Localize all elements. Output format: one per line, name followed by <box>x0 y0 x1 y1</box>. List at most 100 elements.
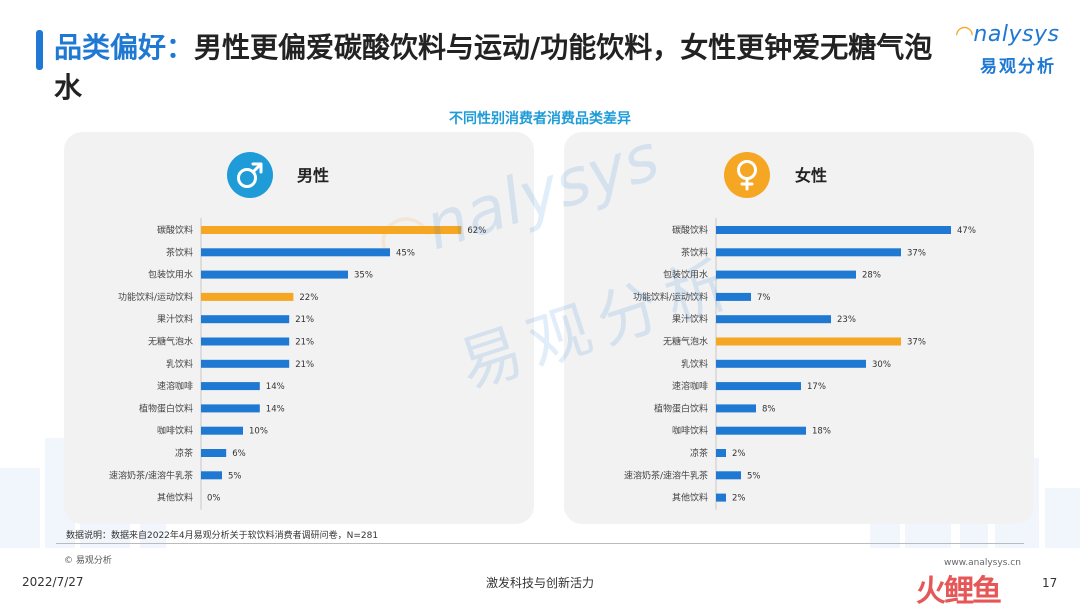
female-value-label: 7% <box>757 293 771 303</box>
title-accent-bar <box>36 30 43 70</box>
male-category-label: 功能饮料/运动饮料 <box>118 291 193 303</box>
male-category-label: 咖啡饮料 <box>157 425 193 437</box>
female-panel: 女性 碳酸饮料 47% 茶饮料 37% 包装饮用水 28% 功能饮料/运动饮料 7% 果汁饮料 2… <box>564 132 1034 524</box>
female-bar <box>716 270 856 279</box>
male-bar <box>201 248 390 257</box>
female-value-label: 37% <box>907 338 926 348</box>
female-value-label: 30% <box>872 360 891 370</box>
female-bar <box>716 315 831 324</box>
male-bar <box>201 449 227 457</box>
male-value-label: 14% <box>266 404 285 414</box>
female-category-label: 包装饮用水 <box>663 269 708 281</box>
female-category-label: 功能饮料/运动饮料 <box>633 291 708 303</box>
female-bar <box>716 226 951 234</box>
page-number: 17 <box>1042 576 1058 590</box>
male-value-label: 21% <box>295 338 314 348</box>
analysys-logo: ◠nalysys 易观分析 <box>952 22 1062 80</box>
source-stamp-logo: 火鲤鱼 <box>916 574 1002 609</box>
female-value-label: 37% <box>907 248 926 258</box>
female-bar <box>716 382 801 391</box>
female-value-label: 47% <box>957 226 976 236</box>
male-label: 男性 <box>297 166 330 185</box>
male-value-label: 10% <box>249 427 268 437</box>
female-value-label: 23% <box>837 315 856 325</box>
male-bar <box>201 404 260 413</box>
page-title-highlight: 品类偏好： <box>54 31 195 64</box>
page-title-rest: 男性更偏爱碳酸饮料与运动/功能饮料，女性更钟爱无糖气泡水 <box>54 31 933 104</box>
male-category-label: 凉茶 <box>175 447 193 459</box>
male-bar <box>201 226 462 234</box>
female-category-label: 速溶奶茶/速溶牛乳茶 <box>624 469 708 481</box>
male-value-label: 35% <box>354 271 373 281</box>
female-value-label: 8% <box>762 404 776 414</box>
male-bar <box>201 382 260 391</box>
male-value-label: 21% <box>295 360 314 370</box>
male-value-label: 62% <box>467 226 486 236</box>
copyright-text: © 易观分析 <box>64 556 112 566</box>
website-url: www.analysys.cn <box>944 558 1021 568</box>
female-bar <box>716 426 806 435</box>
male-value-label: 5% <box>228 471 242 481</box>
female-category-label: 乳饮料 <box>681 358 708 370</box>
female-bar <box>716 404 756 413</box>
footer-divider <box>56 543 1024 544</box>
female-bar <box>716 449 726 457</box>
male-category-label: 其他饮料 <box>157 492 193 504</box>
male-value-label: 14% <box>266 382 285 392</box>
page-title: 品类偏好：男性更偏爱碳酸饮料与运动/功能饮料，女性更钟爱无糖气泡水 <box>54 28 934 108</box>
logo-swoosh-icon: ◠ <box>956 22 974 47</box>
male-bar-chart: 碳酸饮料 62% 茶饮料 45% 包装饮用水 35% 功能饮料/运动饮料 22% 果汁饮料 21%… <box>109 218 486 510</box>
male-value-label: 45% <box>396 248 415 258</box>
logo-chinese: 易观分析 <box>980 57 1056 77</box>
male-value-label: 6% <box>232 449 246 459</box>
male-bar <box>201 315 290 324</box>
female-category-label: 其他饮料 <box>672 492 708 504</box>
chart-subtitle: 不同性别消费者消费品类差异 <box>449 111 631 127</box>
female-bar <box>716 248 901 257</box>
female-category-label: 植物蛋白饮料 <box>654 402 708 414</box>
female-category-label: 凉茶 <box>690 447 708 459</box>
male-value-label: 22% <box>299 293 318 303</box>
female-category-label: 速溶咖啡 <box>672 380 708 392</box>
male-bar <box>201 426 243 435</box>
data-source-note: 数据说明：数据来自2022年4月易观分析关于软饮料消费者调研问卷，N=281 <box>66 531 379 541</box>
male-category-label: 速溶奶茶/速溶牛乳茶 <box>109 469 193 481</box>
male-category-label: 乳饮料 <box>166 358 193 370</box>
logo-wordmark: ◠nalysys <box>956 22 1060 47</box>
female-bar <box>716 337 901 346</box>
male-value-label: 0% <box>207 494 221 504</box>
male-value-label: 21% <box>295 315 314 325</box>
report-date: 2022/7/27 <box>22 575 84 589</box>
male-panel: 男性 碳酸饮料 62% 茶饮料 45% 包装饮用水 35% 功能饮料/运动饮料 22% 果汁饮料… <box>64 132 534 524</box>
female-bar <box>716 292 751 301</box>
male-category-label: 碳酸饮料 <box>157 224 193 236</box>
male-symbol-icon <box>227 152 273 198</box>
male-category-label: 植物蛋白饮料 <box>139 402 193 414</box>
female-symbol-icon <box>724 152 770 198</box>
male-category-label: 茶饮料 <box>166 246 193 258</box>
male-category-label: 果汁饮料 <box>157 313 193 325</box>
male-bar <box>201 292 294 301</box>
female-value-label: 28% <box>862 271 881 281</box>
female-value-label: 2% <box>732 449 746 459</box>
female-bar <box>716 359 866 368</box>
footer-slogan: 激发科技与创新活力 <box>485 576 594 590</box>
female-value-label: 17% <box>807 382 826 392</box>
male-bar <box>201 359 290 368</box>
male-bar <box>201 471 222 480</box>
male-category-label: 无糖气泡水 <box>148 336 193 348</box>
female-category-label: 无糖气泡水 <box>663 336 708 348</box>
male-bar <box>201 270 348 279</box>
female-bar <box>716 493 726 502</box>
female-bar-chart: 碳酸饮料 47% 茶饮料 37% 包装饮用水 28% 功能饮料/运动饮料 7% 果汁饮料 23% 无… <box>624 218 976 510</box>
female-label: 女性 <box>795 166 828 185</box>
male-bar <box>201 337 290 346</box>
male-category-label: 包装饮用水 <box>148 269 193 281</box>
female-category-label: 碳酸饮料 <box>672 224 708 236</box>
female-category-label: 茶饮料 <box>681 246 708 258</box>
female-bar <box>716 471 741 480</box>
female-value-label: 18% <box>812 427 831 437</box>
female-category-label: 咖啡饮料 <box>672 425 708 437</box>
female-value-label: 2% <box>732 494 746 504</box>
male-category-label: 速溶咖啡 <box>157 380 193 392</box>
